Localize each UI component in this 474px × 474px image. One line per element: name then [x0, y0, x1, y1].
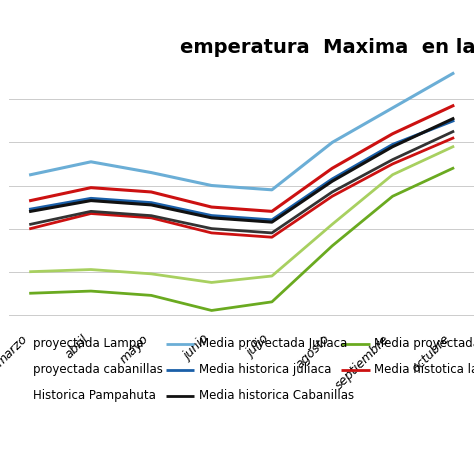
- Text: Media histotica la: Media histotica la: [374, 363, 474, 376]
- Text: Historica Pampahuta: Historica Pampahuta: [33, 389, 156, 402]
- Text: Media proyectada Juliaca: Media proyectada Juliaca: [199, 337, 347, 350]
- Text: emperatura  Maxima  en la cuenca Coata al 205: emperatura Maxima en la cuenca Coata al …: [180, 38, 474, 57]
- Text: proyectada Lampa: proyectada Lampa: [33, 337, 144, 350]
- Text: Media proyectada: Media proyectada: [374, 337, 474, 350]
- Text: Media historica Cabanillas: Media historica Cabanillas: [199, 389, 354, 402]
- Text: proyectada cabanillas: proyectada cabanillas: [33, 363, 163, 376]
- Text: Media historica juliaca: Media historica juliaca: [199, 363, 331, 376]
